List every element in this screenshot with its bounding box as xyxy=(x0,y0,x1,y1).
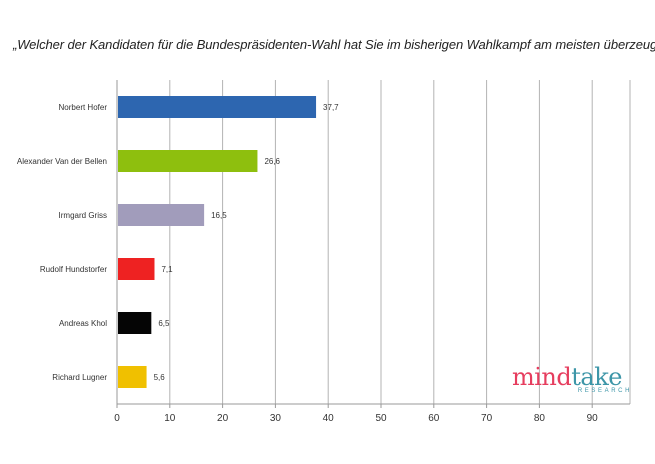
axes xyxy=(116,80,630,408)
data-label: 5,6 xyxy=(154,373,166,382)
chart-title: „Welcher der Kandidaten für die Bundespr… xyxy=(13,37,655,52)
bar xyxy=(118,258,155,280)
x-tick-label: 10 xyxy=(164,413,176,424)
category-label: Alexander Van der Bellen xyxy=(17,157,107,166)
data-label: 6,5 xyxy=(158,319,170,328)
grid-lines xyxy=(169,80,631,404)
x-tick-label: 20 xyxy=(217,413,229,424)
bar xyxy=(118,366,147,388)
bar xyxy=(118,96,317,118)
logo-part-mind: mind xyxy=(512,363,572,391)
data-label: 7,1 xyxy=(161,265,173,274)
bar xyxy=(118,312,152,334)
x-tick-label: 80 xyxy=(534,413,546,424)
category-label: Richard Lugner xyxy=(52,373,107,382)
category-label: Andreas Khol xyxy=(59,319,107,328)
x-tick-label: 40 xyxy=(323,413,335,424)
x-tick-label: 30 xyxy=(270,413,282,424)
bar xyxy=(118,150,258,172)
bars xyxy=(118,96,317,388)
labels: 0 10 20 30 40 50 60 70 80 90 Norbert Hofer 37,7 Alex… xyxy=(17,103,598,424)
x-tick-label: 90 xyxy=(587,413,599,424)
bar xyxy=(118,204,205,226)
logo-part-take: take xyxy=(571,363,622,391)
logo-wordmark: mindtake xyxy=(512,364,622,390)
x-tick-label: 0 xyxy=(114,413,120,424)
data-label: 26,6 xyxy=(264,157,280,166)
data-label: 16,5 xyxy=(211,211,227,220)
category-label: Irmgard Griss xyxy=(59,211,107,220)
mindtake-logo: mindtake RESEARCH xyxy=(512,364,634,398)
x-tick-label: 50 xyxy=(375,413,387,424)
logo-subtitle: RESEARCH xyxy=(577,388,632,394)
x-tick-label: 60 xyxy=(428,413,440,424)
data-label: 37,7 xyxy=(323,103,339,112)
category-label: Norbert Hofer xyxy=(59,103,108,112)
category-label: Rudolf Hundstorfer xyxy=(40,265,107,274)
x-tick-label: 70 xyxy=(481,413,493,424)
